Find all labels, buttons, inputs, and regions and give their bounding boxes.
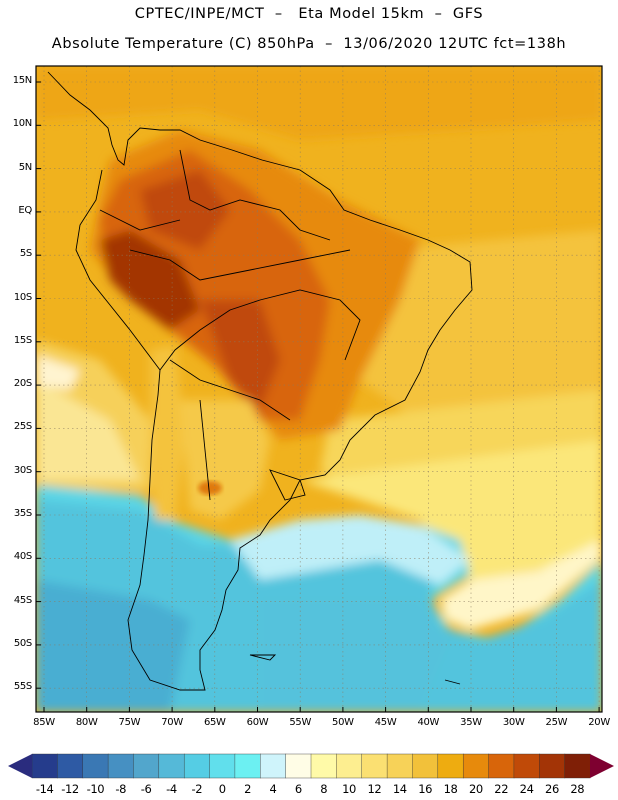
colorbar-label: -6 [140,782,152,796]
lon-label: 50W [332,717,354,728]
colorbar-swatch [564,753,591,779]
coastlines [47,71,473,691]
colorbar-swatch [310,753,337,779]
colorbar-label: 2 [244,782,252,796]
colorbar-label: 28 [570,782,585,796]
lat-label: 5S [19,248,32,260]
lon-label: 40W [417,717,440,728]
lat-label: 50S [13,637,32,649]
lat-label: 10N [12,118,33,130]
colorbar-label: -8 [115,782,127,796]
colorbar-label: 24 [519,782,534,796]
colorbar-over-arrow [590,754,614,778]
colorbar-swatch [462,753,490,779]
colorbar-under-arrow [8,754,32,778]
colorbar-swatch [234,753,261,779]
lat-label: EQ [18,204,32,216]
lat-label: 35S [13,508,32,519]
colorbar-label: 22 [494,782,509,796]
lat-label: 55S [13,681,32,693]
colorbar-label: 0 [218,782,226,796]
colorbar-label: -12 [61,782,79,796]
colorbar-label: -10 [86,782,105,796]
colorbar-swatch [412,753,439,779]
colorbar-label: 12 [367,782,382,796]
colorbar-swatch [133,753,160,779]
colorbar-label: 10 [342,782,356,796]
colorbar-swatch [31,753,58,779]
lon-label: 65W [203,717,226,728]
colorbar-label: -2 [191,782,203,796]
lat-label: 40S [13,551,32,563]
lon-label: 20W [588,717,610,728]
lon-label: 55W [289,717,312,728]
map-title-line1: CPTEC/INPE/MCT – Eta Model 15km – GFS [134,6,484,22]
colorbar-swatch [183,753,211,779]
lon-label: 80W [75,717,98,728]
colorbar-swatch [57,753,84,779]
lon-label: 35W [460,717,482,728]
colorbar-swatch [209,753,236,779]
lon-label: 75W [118,717,141,728]
lat-label: 15S [13,334,32,346]
colorbar-label: 18 [443,782,458,796]
colorbar-swatch [336,753,363,779]
lat-label: 5N [18,161,33,173]
lat-label: 45S [13,594,32,606]
colorbar-swatch [158,753,185,779]
colorbar-label: 4 [269,782,277,796]
colorbar-label: 14 [392,782,407,796]
colorbar-swatch [539,753,566,779]
lon-label: 70W [161,717,183,728]
colorbar-label: -4 [166,782,177,796]
colorbar-swatch [488,753,515,779]
colorbar-swatch [386,753,413,779]
lon-label: 25W [545,717,568,728]
colorbar-swatch [437,753,464,779]
colorbar-swatch [82,753,109,779]
colorbar-swatch [285,753,312,779]
colorbar-label: 16 [418,782,433,796]
map-title-line2: Absolute Temperature (C) 850hPa – 13/06/… [51,36,567,52]
colorbar-label: -14 [35,782,54,796]
colorbar-swatch [513,753,540,779]
axis-ticks [36,81,600,712]
map-frame [35,65,603,713]
lat-label: 25S [13,421,32,433]
lat-label: 15N [12,75,33,86]
lat-label: 30S [13,464,32,476]
colorbar [8,753,614,779]
colorbar-swatch [361,753,388,779]
colorbar-swatch [260,753,287,779]
lon-label: 30W [502,717,525,728]
lon-label: 45W [374,717,397,728]
lon-label: 60W [246,717,269,728]
colorbar-swatch [107,753,134,779]
colorbar-label: 6 [294,782,302,796]
colorbar-label: 26 [545,782,559,796]
lat-label: 20S [13,378,32,390]
lat-label: 10S [13,291,32,303]
colorbar-label: 20 [468,782,483,796]
colorbar-label: 8 [320,782,328,796]
temperature-field [36,66,602,712]
lon-label: 85W [33,717,55,728]
